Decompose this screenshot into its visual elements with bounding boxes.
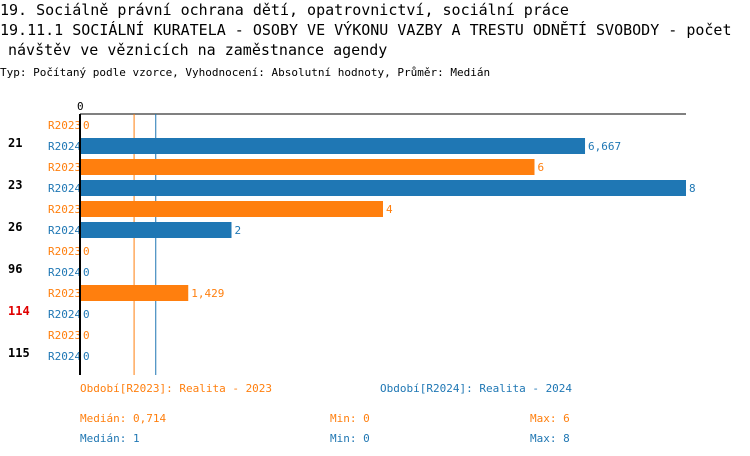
series-label: R2023 <box>48 161 81 174</box>
min-r2024: Min: 0 <box>330 432 370 445</box>
bar <box>80 222 232 238</box>
series-label: R2023 <box>48 287 81 300</box>
data-label: 0 <box>83 308 90 321</box>
category-label: 96 <box>8 262 22 276</box>
series-label: R2024 <box>48 350 81 363</box>
data-label: 1,429 <box>191 287 224 300</box>
legend-r2024: Období[R2024]: Realita - 2024 <box>380 382 573 395</box>
series-label: R2024 <box>48 224 81 237</box>
axis-zero-label: 0 <box>77 100 84 113</box>
series-label: R2024 <box>48 182 81 195</box>
bar <box>80 285 189 301</box>
data-label: 8 <box>689 182 696 195</box>
category-label: 26 <box>8 220 22 234</box>
series-label: R2024 <box>48 266 81 279</box>
chart-title-line-2: 19.11.1 SOCIÁLNÍ KURATELA - OSOBY VE VÝK… <box>0 21 732 39</box>
data-label: 6 <box>538 161 545 174</box>
category-label: 23 <box>8 178 22 192</box>
data-label: 0 <box>83 245 90 258</box>
series-label: R2023 <box>48 203 81 216</box>
category-label: 115 <box>8 346 30 360</box>
series-label: R2024 <box>48 140 81 153</box>
data-label: 0 <box>83 119 90 132</box>
legend-r2023: Období[R2023]: Realita - 2023 <box>80 382 273 395</box>
series-label: R2023 <box>48 119 81 132</box>
series-label: R2023 <box>48 245 81 258</box>
max-r2024: Max: 8 <box>530 432 570 445</box>
bar <box>80 180 686 196</box>
median-r2024: Medián: 1 <box>80 432 140 445</box>
min-r2023: Min: 0 <box>330 412 370 425</box>
median-r2023: Medián: 0,714 <box>80 412 167 425</box>
data-label: 2 <box>235 224 242 237</box>
chart-title-line-1: 19. Sociálně právní ochrana dětí, opatro… <box>0 1 569 19</box>
bar <box>80 159 535 175</box>
series-label: R2023 <box>48 329 81 342</box>
category-label: 21 <box>8 136 22 150</box>
chart-title-line-3: návštěv ve věznicích na zaměstnance agen… <box>8 41 388 59</box>
chart-subtitle: Typ: Počítaný podle vzorce, Vyhodnocení:… <box>0 66 491 79</box>
category-label: 114 <box>8 304 30 318</box>
bar <box>80 201 383 217</box>
max-r2023: Max: 6 <box>530 412 570 425</box>
data-label: 0 <box>83 350 90 363</box>
data-label: 0 <box>83 266 90 279</box>
data-label: 6,667 <box>588 140 621 153</box>
data-label: 4 <box>386 203 393 216</box>
bar <box>80 138 586 154</box>
series-label: R2024 <box>48 308 81 321</box>
data-label: 0 <box>83 329 90 342</box>
